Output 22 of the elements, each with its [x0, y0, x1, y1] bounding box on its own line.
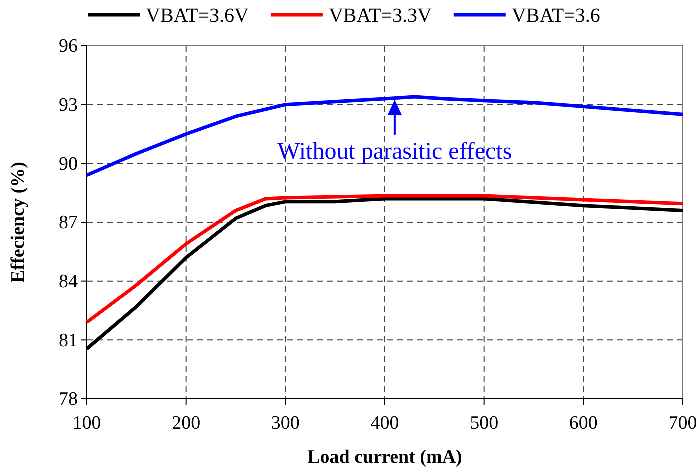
y-tick-label: 81: [59, 330, 78, 352]
legend-label: VBAT=3.6V: [146, 5, 250, 27]
legend-label: VBAT=3.3V: [328, 5, 432, 27]
y-tick-label: 84: [59, 271, 78, 292]
x-tick-label: 100: [72, 412, 102, 434]
x-tick-label: 600: [569, 412, 598, 434]
y-axis-title: Effeciency (%): [8, 162, 29, 283]
y-tick-label: 96: [59, 36, 78, 58]
x-tick-label: 200: [172, 412, 201, 434]
annotation: Without parasitic effects: [278, 138, 512, 165]
x-tick-label: 400: [370, 412, 400, 434]
y-tick-label: 90: [59, 154, 78, 175]
x-axis-title: Load current (mA): [308, 447, 462, 468]
x-tick-label: 300: [271, 412, 300, 434]
x-tick-label: 500: [470, 412, 499, 434]
line-series: [85, 95, 685, 178]
y-tick-label: 93: [59, 94, 78, 116]
line-series: [85, 194, 685, 324]
x-tick-label: 700: [668, 412, 698, 434]
y-tick-label: 87: [59, 212, 78, 234]
legend-label: VBAT=3.6: [512, 5, 600, 27]
y-tick-label: 78: [59, 389, 78, 410]
